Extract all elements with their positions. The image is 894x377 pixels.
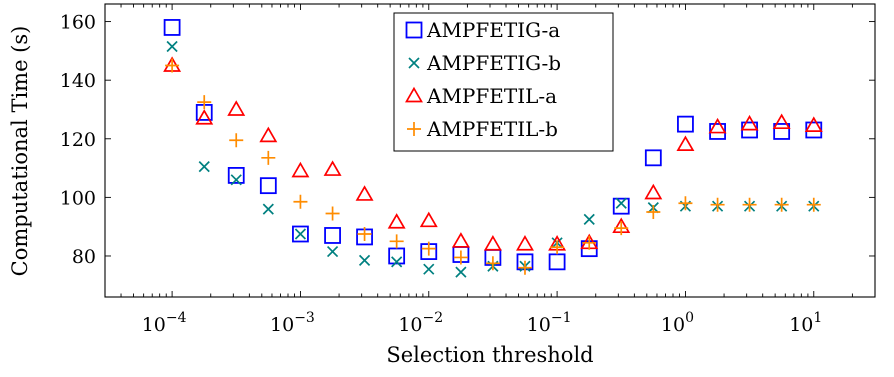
data-point <box>357 227 372 242</box>
data-point <box>709 123 726 140</box>
data-point <box>740 114 759 131</box>
data-point <box>582 235 597 250</box>
y-tick-label: 140 <box>60 70 96 92</box>
data-point <box>615 197 627 209</box>
data-point <box>421 241 436 256</box>
data-point <box>324 227 341 244</box>
data-point <box>774 197 789 212</box>
data-point <box>388 247 406 265</box>
plot-frame <box>104 3 876 298</box>
data-point <box>773 123 791 140</box>
legend-marker <box>405 86 423 103</box>
x-tick-label: 10−3 <box>270 310 315 336</box>
data-point <box>230 174 242 186</box>
y-axis-title: Computational Time (s) <box>8 26 32 277</box>
legend-label: AMPFETIG-a <box>426 18 560 42</box>
data-point <box>259 126 278 143</box>
data-point <box>293 194 308 209</box>
series-ampfetil-b <box>165 58 821 275</box>
data-point <box>294 228 307 240</box>
y-tick-label: 100 <box>60 187 96 209</box>
data-point <box>516 235 534 251</box>
data-point <box>323 160 342 176</box>
legend-marker <box>408 57 420 69</box>
data-point <box>805 121 823 139</box>
data-point <box>389 234 404 249</box>
legend-entries: AMPFETIG-a AMPFETIG-b AMPFETIL-a AMPFETIL-b <box>405 18 561 141</box>
legend-label: AMPFETIG-b <box>426 51 561 75</box>
data-point <box>483 235 502 251</box>
data-point <box>198 161 210 173</box>
x-tick-label: 101 <box>789 310 822 336</box>
data-point <box>261 150 276 165</box>
data-point <box>227 167 245 184</box>
data-point <box>517 260 532 275</box>
legend-marker <box>405 21 423 39</box>
data-point <box>259 177 277 195</box>
data-point <box>451 232 470 248</box>
y-tick-label: 120 <box>60 129 96 151</box>
data-point <box>197 95 212 110</box>
x-tick-label: 10−4 <box>142 310 187 336</box>
x-tick-label: 10−2 <box>398 310 443 336</box>
legend-label: AMPFETIL-b <box>426 117 558 141</box>
data-point <box>326 245 339 258</box>
y-tick-labels: 80 100 120 140 160 <box>60 12 96 268</box>
data-point <box>550 240 565 255</box>
data-point <box>677 115 694 133</box>
data-point <box>358 254 371 266</box>
y-tick-label: 80 <box>72 246 96 268</box>
data-point <box>772 113 791 130</box>
data-point <box>163 19 181 36</box>
data-point <box>292 225 309 243</box>
data-point <box>804 116 823 132</box>
data-point <box>806 197 821 212</box>
data-point <box>646 205 661 220</box>
data-point <box>485 256 500 271</box>
legend-label: AMPFETIL-a <box>426 84 557 108</box>
data-point <box>227 100 246 116</box>
ticks-layer <box>104 4 876 297</box>
data-point <box>708 117 727 134</box>
x-tick-label: 100 <box>661 310 694 336</box>
markers-layer <box>163 19 823 278</box>
data-point <box>262 203 274 215</box>
x-tick-labels: 10−4 10−3 10−2 10−1 100 101 <box>142 310 823 336</box>
data-point <box>548 253 566 271</box>
data-point <box>423 263 435 275</box>
data-point <box>710 197 725 212</box>
data-point <box>644 149 662 167</box>
data-point <box>612 197 630 215</box>
legend: AMPFETIG-a AMPFETIG-b AMPFETIL-a AMPFETIL-b <box>393 12 614 152</box>
data-point <box>387 213 406 229</box>
data-point <box>166 40 178 53</box>
y-tick-label: 160 <box>60 12 96 34</box>
data-point <box>355 185 374 201</box>
data-point <box>644 183 663 200</box>
data-point <box>419 211 438 228</box>
data-point <box>195 109 214 125</box>
data-point <box>676 135 695 151</box>
data-point <box>455 266 467 278</box>
data-point <box>165 58 180 73</box>
data-point <box>678 196 693 211</box>
data-point <box>391 256 403 268</box>
data-point <box>453 250 468 265</box>
data-point <box>291 161 310 178</box>
data-point <box>229 133 244 148</box>
data-point <box>742 197 757 212</box>
x-tick-label: 10−1 <box>527 310 572 336</box>
legend-marker <box>407 122 421 136</box>
legend-box <box>393 12 614 152</box>
x-axis-title: Selection threshold <box>386 343 593 367</box>
data-point <box>325 206 340 221</box>
data-point <box>614 221 629 236</box>
data-point <box>583 213 595 225</box>
